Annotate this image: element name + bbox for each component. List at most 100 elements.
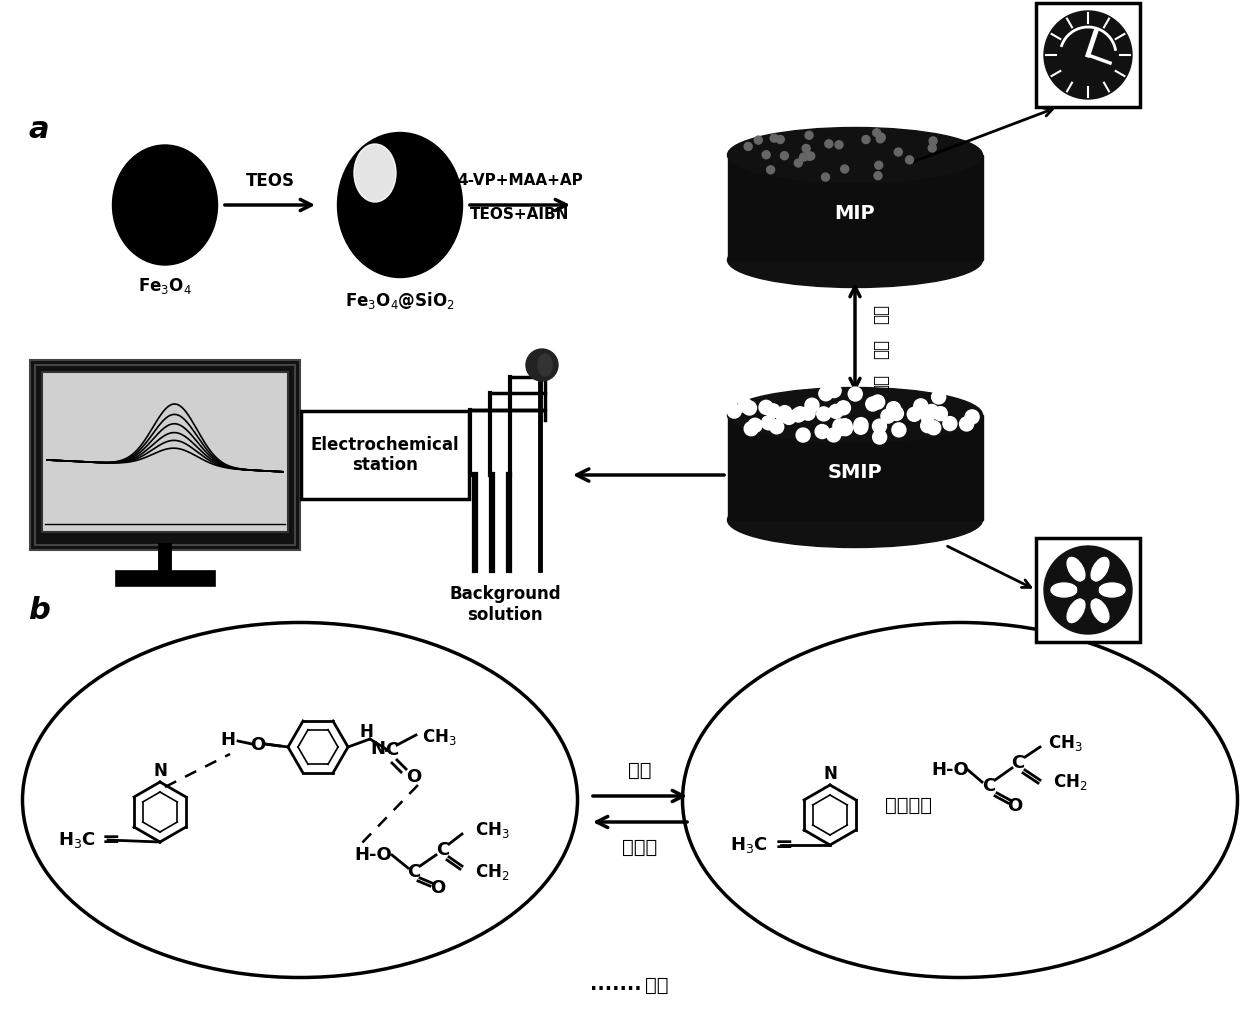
Circle shape — [931, 390, 946, 404]
Circle shape — [776, 408, 790, 421]
Ellipse shape — [728, 388, 982, 443]
Circle shape — [908, 407, 921, 421]
Text: C: C — [1012, 754, 1024, 772]
Circle shape — [862, 136, 870, 143]
Circle shape — [805, 152, 813, 160]
Ellipse shape — [538, 354, 552, 376]
Text: C: C — [408, 863, 420, 881]
Circle shape — [802, 144, 810, 152]
Text: H-O: H-O — [931, 761, 968, 779]
FancyBboxPatch shape — [30, 360, 300, 550]
Text: a: a — [29, 115, 48, 144]
Text: 洗脱: 洗脱 — [629, 761, 652, 780]
Text: C: C — [436, 841, 450, 859]
Circle shape — [817, 407, 831, 421]
Circle shape — [1080, 582, 1096, 598]
Ellipse shape — [1099, 583, 1125, 597]
Ellipse shape — [1068, 557, 1085, 581]
Circle shape — [827, 428, 841, 442]
Text: O: O — [250, 736, 265, 754]
Circle shape — [874, 172, 882, 180]
Text: C: C — [386, 741, 398, 759]
Circle shape — [807, 152, 815, 160]
Polygon shape — [728, 155, 982, 260]
Circle shape — [791, 408, 805, 422]
Circle shape — [887, 402, 900, 416]
Circle shape — [727, 404, 742, 418]
Circle shape — [892, 423, 906, 436]
Circle shape — [818, 387, 833, 401]
Text: Electrochemical
station: Electrochemical station — [311, 435, 459, 474]
Circle shape — [827, 384, 841, 398]
Circle shape — [873, 129, 880, 137]
Circle shape — [770, 134, 779, 142]
Text: N: N — [153, 762, 167, 780]
Circle shape — [526, 349, 558, 381]
Ellipse shape — [1052, 583, 1078, 597]
Circle shape — [754, 136, 763, 144]
Circle shape — [739, 399, 753, 413]
Circle shape — [880, 409, 895, 423]
FancyBboxPatch shape — [42, 373, 288, 532]
Circle shape — [782, 410, 796, 424]
Circle shape — [777, 406, 792, 419]
Circle shape — [877, 133, 885, 141]
Polygon shape — [728, 415, 982, 520]
Ellipse shape — [728, 492, 982, 547]
Circle shape — [838, 419, 852, 432]
FancyBboxPatch shape — [1035, 3, 1140, 107]
Text: TEOS+AIBN: TEOS+AIBN — [470, 207, 569, 222]
Circle shape — [934, 407, 947, 420]
FancyBboxPatch shape — [301, 411, 469, 499]
Text: O: O — [407, 768, 422, 786]
Circle shape — [841, 165, 848, 173]
Circle shape — [853, 420, 868, 434]
Circle shape — [870, 395, 884, 409]
Text: 分离: 分离 — [870, 340, 889, 360]
Circle shape — [833, 419, 847, 433]
Text: 印迹空穴: 印迹空穴 — [885, 796, 932, 814]
Circle shape — [874, 161, 883, 170]
Circle shape — [894, 148, 903, 156]
Circle shape — [1044, 546, 1132, 634]
Circle shape — [759, 400, 773, 414]
Circle shape — [800, 153, 807, 161]
Text: MIP: MIP — [835, 203, 875, 222]
Ellipse shape — [1068, 599, 1085, 622]
Ellipse shape — [728, 128, 982, 183]
Text: N: N — [823, 765, 837, 783]
Circle shape — [801, 406, 815, 420]
Circle shape — [873, 430, 887, 444]
Text: 氢键: 氢键 — [645, 975, 668, 995]
Text: O: O — [430, 879, 445, 897]
Text: Fe$_3$O$_4$@SiO$_2$: Fe$_3$O$_4$@SiO$_2$ — [345, 290, 455, 311]
Ellipse shape — [1091, 599, 1109, 622]
Text: H-O: H-O — [355, 845, 392, 864]
Circle shape — [929, 137, 937, 145]
Circle shape — [766, 165, 775, 174]
Circle shape — [763, 151, 770, 158]
Text: H: H — [219, 731, 236, 749]
Circle shape — [1044, 11, 1132, 99]
Circle shape — [866, 397, 880, 411]
Circle shape — [848, 387, 862, 401]
Circle shape — [744, 421, 758, 435]
Text: C: C — [982, 777, 996, 795]
Text: N: N — [371, 740, 386, 758]
Circle shape — [744, 142, 753, 150]
Circle shape — [873, 419, 887, 433]
Circle shape — [766, 404, 780, 418]
Circle shape — [920, 409, 935, 423]
FancyBboxPatch shape — [1035, 538, 1140, 642]
Text: 4-VP+MAA+AP: 4-VP+MAA+AP — [458, 173, 583, 188]
Text: CH$_3$: CH$_3$ — [422, 727, 456, 747]
Ellipse shape — [353, 144, 396, 202]
Text: CH$_3$: CH$_3$ — [475, 820, 510, 840]
Circle shape — [795, 159, 802, 166]
Circle shape — [905, 156, 914, 163]
Ellipse shape — [728, 232, 982, 287]
Text: CH$_2$: CH$_2$ — [1053, 772, 1087, 792]
Circle shape — [796, 428, 810, 443]
Text: CH$_2$: CH$_2$ — [475, 862, 510, 882]
Circle shape — [1078, 580, 1097, 600]
